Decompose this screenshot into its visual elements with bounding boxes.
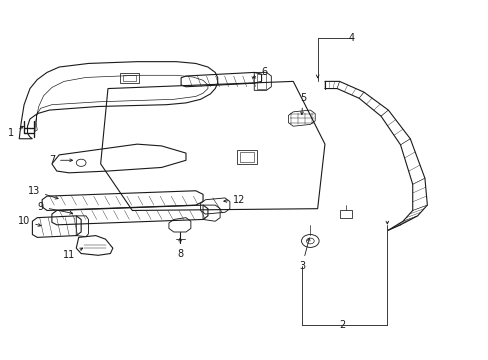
- Text: 7: 7: [49, 155, 72, 165]
- Text: 12: 12: [224, 195, 245, 205]
- Text: 11: 11: [62, 248, 82, 260]
- Text: 5: 5: [299, 93, 305, 114]
- Text: 6: 6: [252, 67, 266, 78]
- Text: 3: 3: [298, 238, 309, 271]
- Text: 9: 9: [38, 202, 73, 214]
- Text: 4: 4: [348, 33, 354, 43]
- Text: 10: 10: [18, 216, 41, 226]
- Text: 13: 13: [28, 186, 58, 199]
- Text: 2: 2: [338, 320, 345, 330]
- Text: 8: 8: [177, 238, 183, 258]
- Text: 1: 1: [8, 126, 23, 138]
